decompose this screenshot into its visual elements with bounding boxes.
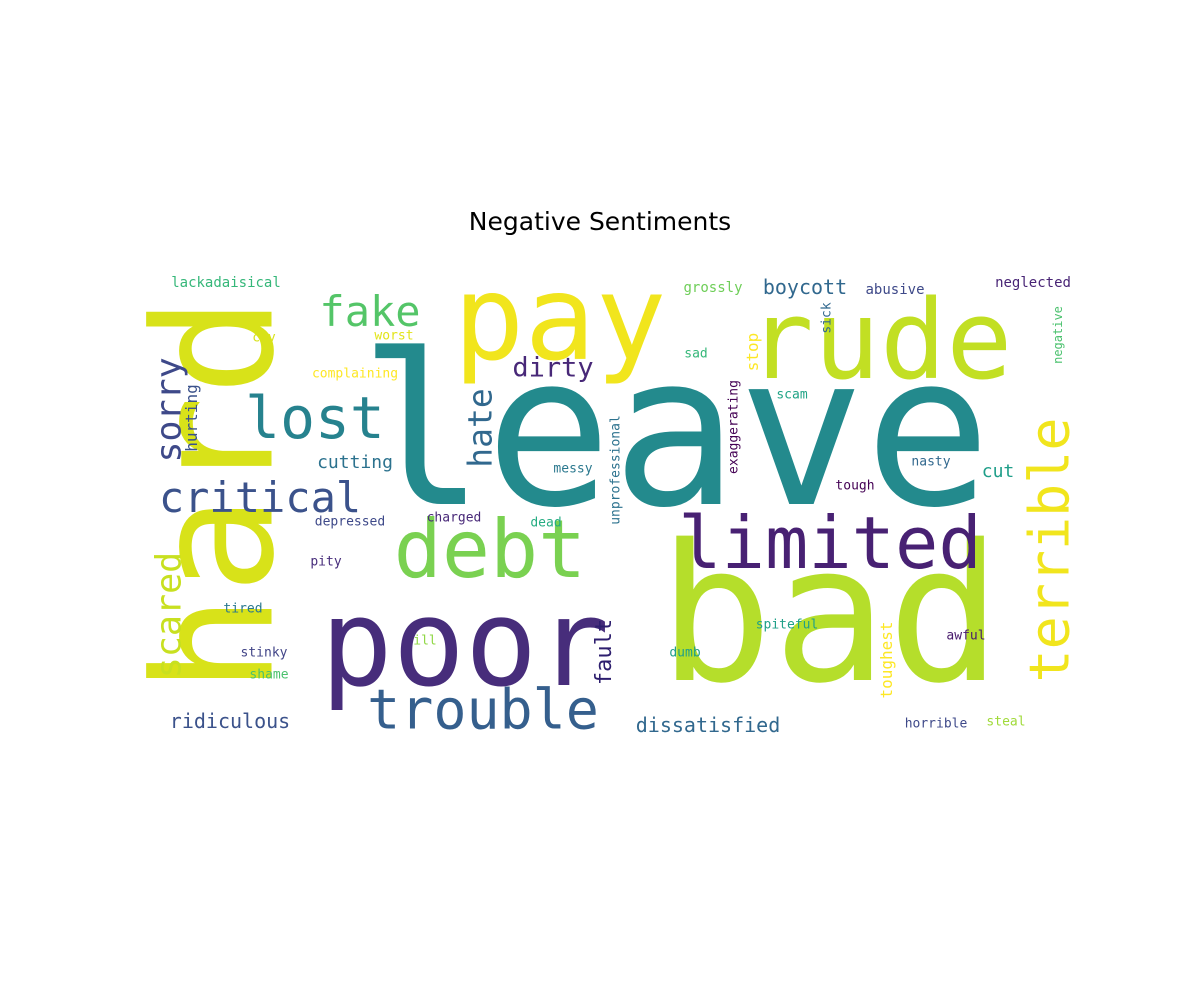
word-ill: ill [413,633,437,649]
word-trouble: trouble [367,677,599,742]
word-dead: dead [530,515,562,531]
word-hurting: hurting [182,384,201,452]
word-limited: limited [678,501,982,585]
word-negative: negative [1051,306,1065,364]
word-unprofessional: unprofessional [608,415,624,525]
word-stinky: stinky [240,645,288,661]
word-grossly: grossly [683,280,743,296]
word-shame: shame [249,667,289,683]
word-cry: cry [252,330,276,346]
word-steal: steal [986,714,1026,730]
word-fault: fault [592,618,617,686]
word-terrible: terrible [1017,417,1082,683]
word-cutting: cutting [317,452,393,473]
word-abusive: abusive [865,282,925,298]
word-nasty: nasty [911,454,951,470]
word-fake: fake [319,287,421,336]
word-cut: cut [981,461,1015,482]
word-charged: charged [426,510,482,526]
word-stop: stop [743,332,762,372]
word-dumb: dumb [669,645,701,661]
word-ridiculous: ridiculous [169,709,291,733]
figure-title: Negative Sentiments [468,207,732,236]
word-rude: rude [747,276,1013,404]
word-complaining: complaining [311,366,399,382]
word-critical: critical [158,473,362,522]
word-hate: hate [460,388,500,468]
word-pay: pay [453,249,667,387]
word-toughest: toughest [877,621,896,699]
word-horrible: horrible [904,716,968,732]
word-lackadaisical: lackadaisical [171,275,281,291]
word-messy: messy [553,461,593,477]
word-leave: leave [358,309,992,554]
word-poor: poor [320,575,610,714]
word-boycott: boycott [762,275,848,299]
word-neglected: neglected [995,275,1071,291]
word-depressed: depressed [314,514,386,530]
word-pity: pity [310,554,342,570]
word-exaggerating: exaggerating [726,380,742,474]
word-worst: worst [374,328,414,344]
word-dirty: dirty [512,352,594,384]
word-lost: lost [245,384,385,452]
word-dissatisfied: dissatisfied [635,713,781,737]
word-sick: sick [819,302,835,334]
word-tired: tired [223,601,263,617]
word-scared: scared [149,551,190,679]
word-sad: sad [684,346,708,362]
word-tough: tough [835,478,875,494]
word-scam: scam [776,387,808,403]
word-spiteful: spiteful [755,617,819,633]
word-bad: bad [658,504,1002,725]
word-cloud: leave bad hard pay rude poor debt limite… [119,249,1082,742]
word-awful: awful [946,628,986,644]
word-debt: debt [393,503,587,596]
